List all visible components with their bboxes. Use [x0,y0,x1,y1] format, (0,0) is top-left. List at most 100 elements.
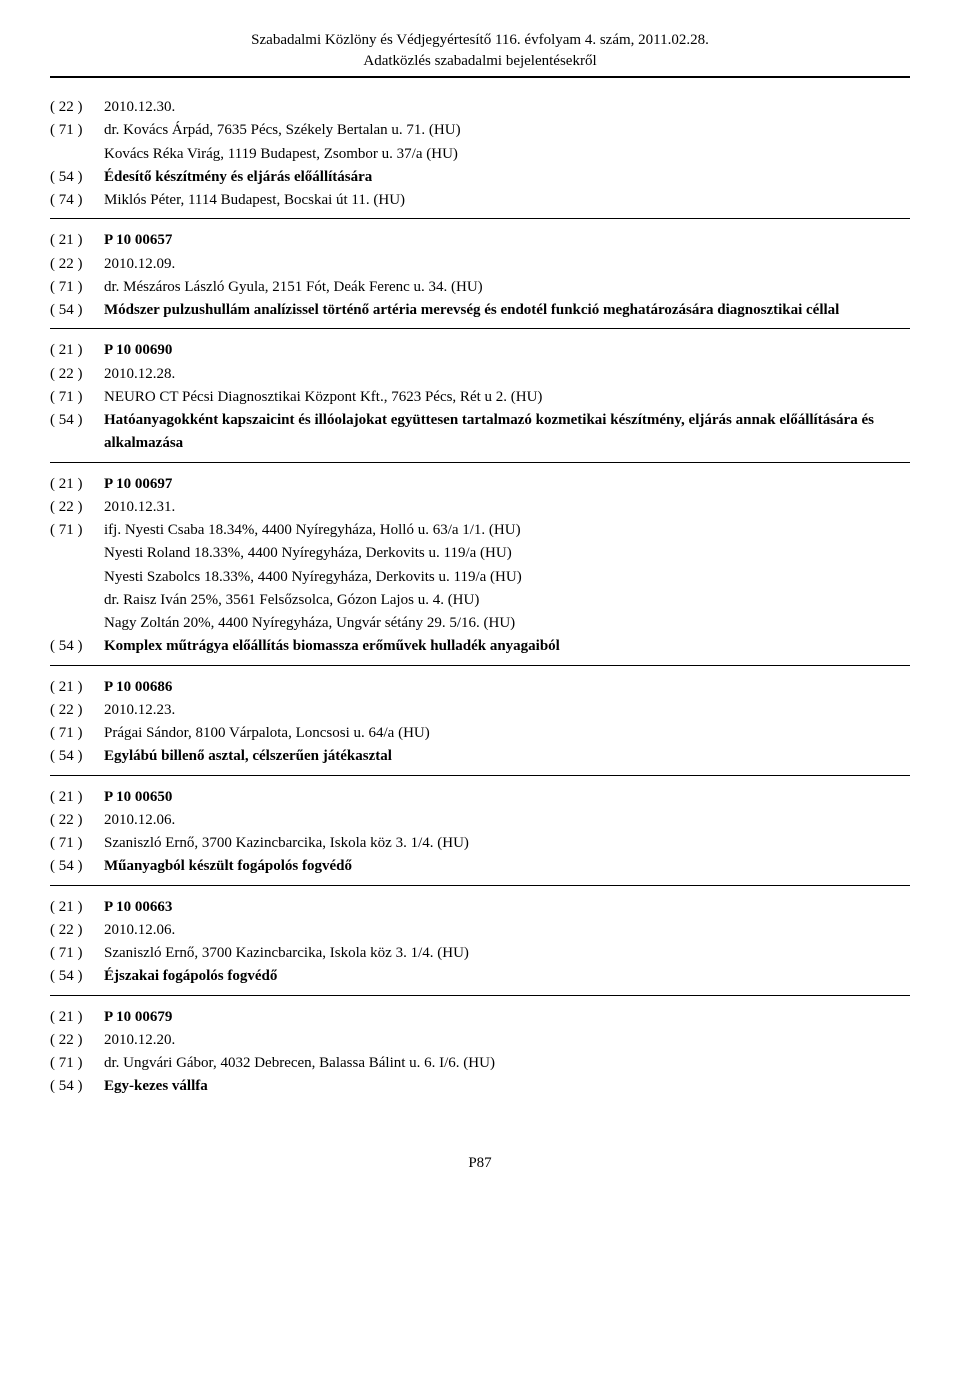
field-line: Szaniszló Ernő, 3700 Kazincbarcika, Isko… [104,832,910,855]
entry: ( 21 )P 10 00657( 22 )2010.12.09.( 71 )d… [50,229,910,329]
field-line: P 10 00650 [104,786,910,809]
entry: ( 21 )P 10 00663( 22 )2010.12.06.( 71 )S… [50,896,910,996]
entry-row: ( 22 )2010.12.31. [50,496,910,519]
entry-row: ( 71 )dr. Ungvári Gábor, 4032 Debrecen, … [50,1052,910,1075]
entry-row: ( 54 )Komplex műtrágya előállítás biomas… [50,635,910,658]
entry-row: ( 22 )2010.12.20. [50,1029,910,1052]
field-content: P 10 00657 [104,229,910,252]
field-code: ( 22 ) [50,809,104,832]
field-code: ( 21 ) [50,896,104,919]
entry-row: ( 54 )Egy-kezes vállfa [50,1075,910,1098]
entry: ( 21 )P 10 00690( 22 )2010.12.28.( 71 )N… [50,339,910,462]
entry-row: ( 54 )Módszer pulzushullám analízissel t… [50,299,910,322]
entry-row: ( 71 )Prágai Sándor, 8100 Várpalota, Lon… [50,722,910,745]
field-code: ( 71 ) [50,119,104,166]
entry-row: ( 71 )dr. Kovács Árpád, 7635 Pécs, Széke… [50,119,910,166]
entry-row: ( 71 )NEURO CT Pécsi Diagnosztikai Közpo… [50,386,910,409]
field-line: Komplex műtrágya előállítás biomassza er… [104,635,910,658]
field-content: Egylábú billenő asztal, célszerűen játék… [104,745,910,768]
field-code: ( 71 ) [50,1052,104,1075]
field-content: dr. Ungvári Gábor, 4032 Debrecen, Balass… [104,1052,910,1075]
entry-row: ( 21 )P 10 00697 [50,473,910,496]
field-line: P 10 00663 [104,896,910,919]
field-content: P 10 00697 [104,473,910,496]
field-content: ifj. Nyesti Csaba 18.34%, 4400 Nyíregyhá… [104,519,910,635]
field-content: 2010.12.06. [104,809,910,832]
field-code: ( 22 ) [50,96,104,119]
entry-row: ( 21 )P 10 00657 [50,229,910,252]
field-code: ( 54 ) [50,166,104,189]
field-line: NEURO CT Pécsi Diagnosztikai Központ Kft… [104,386,910,409]
field-code: ( 74 ) [50,189,104,212]
field-line: 2010.12.20. [104,1029,910,1052]
field-content: 2010.12.23. [104,699,910,722]
field-code: ( 54 ) [50,745,104,768]
field-line: Kovács Réka Virág, 1119 Budapest, Zsombo… [104,143,910,166]
entry: ( 21 )P 10 00679( 22 )2010.12.20.( 71 )d… [50,1006,910,1105]
field-code: ( 54 ) [50,409,104,456]
header-line2: Adatközlés szabadalmi bejelentésekről [50,51,910,72]
field-line: dr. Ungvári Gábor, 4032 Debrecen, Balass… [104,1052,910,1075]
field-code: ( 21 ) [50,339,104,362]
entry-row: ( 21 )P 10 00650 [50,786,910,809]
entry-row: ( 22 )2010.12.30. [50,96,910,119]
field-code: ( 54 ) [50,1075,104,1098]
field-content: P 10 00679 [104,1006,910,1029]
entry-row: ( 21 )P 10 00663 [50,896,910,919]
field-content: Prágai Sándor, 8100 Várpalota, Loncsosi … [104,722,910,745]
entry-row: ( 22 )2010.12.09. [50,253,910,276]
field-line: dr. Mészáros László Gyula, 2151 Fót, Deá… [104,276,910,299]
entry-row: ( 22 )2010.12.06. [50,809,910,832]
field-content: P 10 00663 [104,896,910,919]
field-content: Műanyagból készült fogápolós fogvédő [104,855,910,878]
field-code: ( 22 ) [50,919,104,942]
entry: ( 21 )P 10 00686( 22 )2010.12.23.( 71 )P… [50,676,910,776]
field-code: ( 54 ) [50,635,104,658]
field-content: NEURO CT Pécsi Diagnosztikai Központ Kft… [104,386,910,409]
field-content: Édesítő készítmény és eljárás előállítás… [104,166,910,189]
field-content: Egy-kezes vállfa [104,1075,910,1098]
entry-row: ( 54 )Hatóanyagokként kapszaicint és ill… [50,409,910,456]
field-line: Egylábú billenő asztal, célszerűen játék… [104,745,910,768]
entry-row: ( 71 )Szaniszló Ernő, 3700 Kazincbarcika… [50,832,910,855]
field-line: Nyesti Szabolcs 18.33%, 4400 Nyíregyháza… [104,566,910,589]
entry-row: ( 71 )dr. Mészáros László Gyula, 2151 Fó… [50,276,910,299]
field-line: 2010.12.30. [104,96,910,119]
field-content: Szaniszló Ernő, 3700 Kazincbarcika, Isko… [104,832,910,855]
field-code: ( 54 ) [50,299,104,322]
field-code: ( 21 ) [50,786,104,809]
field-code: ( 71 ) [50,942,104,965]
entry-row: ( 22 )2010.12.23. [50,699,910,722]
field-line: dr. Kovács Árpád, 7635 Pécs, Székely Ber… [104,119,910,142]
field-content: 2010.12.31. [104,496,910,519]
field-code: ( 71 ) [50,722,104,745]
entry-row: ( 21 )P 10 00679 [50,1006,910,1029]
entry-row: ( 71 )ifj. Nyesti Csaba 18.34%, 4400 Nyí… [50,519,910,635]
field-content: 2010.12.20. [104,1029,910,1052]
field-content: dr. Kovács Árpád, 7635 Pécs, Székely Ber… [104,119,910,166]
entry-row: ( 22 )2010.12.28. [50,363,910,386]
field-content: Szaniszló Ernő, 3700 Kazincbarcika, Isko… [104,942,910,965]
entry-row: ( 74 )Miklós Péter, 1114 Budapest, Bocsk… [50,189,910,212]
entry-row: ( 54 )Édesítő készítmény és eljárás előá… [50,166,910,189]
field-line: Miklós Péter, 1114 Budapest, Bocskai út … [104,189,910,212]
field-code: ( 22 ) [50,1029,104,1052]
field-line: Édesítő készítmény és eljárás előállítás… [104,166,910,189]
field-line: ifj. Nyesti Csaba 18.34%, 4400 Nyíregyhá… [104,519,910,542]
field-code: ( 22 ) [50,363,104,386]
entry-row: ( 54 )Műanyagból készült fogápolós fogvé… [50,855,910,878]
field-code: ( 21 ) [50,1006,104,1029]
field-line: 2010.12.23. [104,699,910,722]
field-line: 2010.12.06. [104,809,910,832]
field-content: Komplex műtrágya előállítás biomassza er… [104,635,910,658]
field-content: P 10 00690 [104,339,910,362]
field-line: Hatóanyagokként kapszaicint és illóolajo… [104,409,910,456]
field-line: P 10 00690 [104,339,910,362]
field-line: P 10 00686 [104,676,910,699]
page-footer: P87 [50,1155,910,1172]
field-code: ( 71 ) [50,519,104,635]
field-line: dr. Raisz Iván 25%, 3561 Felsőzsolca, Gó… [104,589,910,612]
entry: ( 22 )2010.12.30.( 71 )dr. Kovács Árpád,… [50,96,910,219]
entry-row: ( 21 )P 10 00690 [50,339,910,362]
field-line: Prágai Sándor, 8100 Várpalota, Loncsosi … [104,722,910,745]
